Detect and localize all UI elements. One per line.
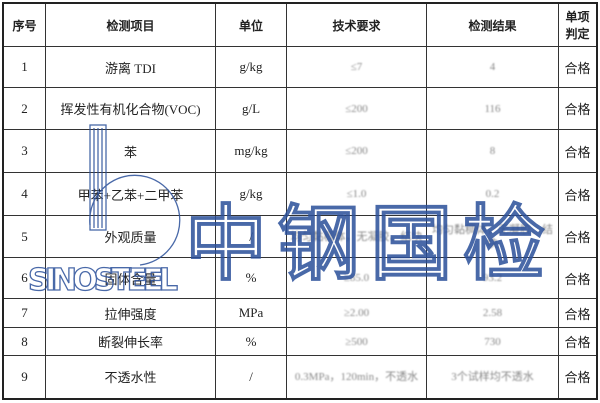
unit: % [215, 257, 287, 299]
test-item: 甲苯+乙苯+二甲苯 [45, 172, 216, 216]
test-item: 断裂伸长率 [45, 327, 216, 356]
result: 116 [426, 87, 559, 130]
verdict: 合格 [558, 215, 598, 258]
requirement: ≤1.0 [286, 172, 427, 216]
header-item: 检测项目 [45, 2, 216, 47]
row-number: 2 [2, 87, 46, 130]
unit: g/L [215, 87, 287, 130]
result: 4 [426, 46, 559, 88]
verdict: 合格 [558, 327, 598, 356]
table-row: 3 苯 mg/kg ≤200 8 合格 [2, 129, 598, 173]
table-row: 9 不透水性/0.3MPa，120min，不透水 3个试样均不透水 合格 [2, 355, 598, 399]
table-row: 4 甲苯+乙苯+二甲苯 g/kg ≤1.0 0.2 合格 [2, 172, 598, 216]
row-number: 6 [2, 257, 46, 299]
row-number: 7 [2, 298, 46, 328]
test-item: 固体含量 [45, 257, 216, 299]
requirement: 均匀黏稠体，无凝胶、结块 [286, 215, 427, 258]
row-number: 4 [2, 172, 46, 216]
header-verdict: 单项判定 [558, 2, 598, 47]
table-row: 5 外观质量 / 均匀黏稠体，无凝胶、结块 均匀黏稠体，无凝胶、结块 合格 [2, 215, 598, 258]
unit: mg/kg [215, 129, 287, 173]
result: 8 [426, 129, 559, 173]
requirement: ≥500 [286, 327, 427, 356]
unit: MPa [215, 298, 287, 328]
result: 93.2 [426, 257, 559, 299]
row-number: 3 [2, 129, 46, 173]
row-number: 5 [2, 215, 46, 258]
verdict: 合格 [558, 257, 598, 299]
verdict: 合格 [558, 129, 598, 173]
verdict: 合格 [558, 87, 598, 130]
requirement: ≥85.0 [286, 257, 427, 299]
requirement: ≤200 [286, 129, 427, 173]
unit: g/kg [215, 46, 287, 88]
verdict: 合格 [558, 172, 598, 216]
table-row: 1 游离 TDI g/kg ≤7 4 合格 [2, 46, 598, 88]
verdict: 合格 [558, 298, 598, 328]
header-result: 检测结果 [426, 2, 559, 47]
result: 均匀黏稠体，无凝胶、结块 [426, 215, 559, 258]
unit: g/kg [215, 172, 287, 216]
result: 2.58 [426, 298, 559, 328]
table-row: 6 固体含量% ≥85.0 93.2 合格 [2, 257, 598, 299]
row-number: 1 [2, 46, 46, 88]
table-row: 7 拉伸强度 MPa ≥2.00 2.58 合格 [2, 298, 598, 328]
header-requirement: 技术要求 [286, 2, 427, 47]
test-item: 游离 TDI [45, 46, 216, 88]
row-number: 9 [2, 355, 46, 399]
unit: / [215, 215, 287, 258]
verdict: 合格 [558, 355, 598, 399]
table-row: 2 挥发性有机化合物(VOC) g/L ≤200 116 合格 [2, 87, 598, 130]
test-item: 外观质量 [45, 215, 216, 258]
requirement: ≤7 [286, 46, 427, 88]
result: 0.2 [426, 172, 559, 216]
result: 3个试样均不透水 [426, 355, 559, 399]
requirement: ≤200 [286, 87, 427, 130]
table-row: 8 断裂伸长率% ≥500 730 合格 [2, 327, 598, 356]
unit: % [215, 327, 287, 356]
row-number: 8 [2, 327, 46, 356]
test-item: 苯 [45, 129, 216, 173]
requirement: 0.3MPa，120min，不透水 [286, 355, 427, 399]
unit: / [215, 355, 287, 399]
header-unit: 单位 [215, 2, 287, 47]
test-item: 拉伸强度 [45, 298, 216, 328]
header-no: 序号 [2, 2, 46, 47]
header-row: 序号 检测项目 单位 技术要求 检测结果 单项判定 [2, 2, 598, 47]
test-item: 挥发性有机化合物(VOC) [45, 87, 216, 130]
requirement: ≥2.00 [286, 298, 427, 328]
verdict: 合格 [558, 46, 598, 88]
test-item: 不透水性 [45, 355, 216, 399]
result: 730 [426, 327, 559, 356]
